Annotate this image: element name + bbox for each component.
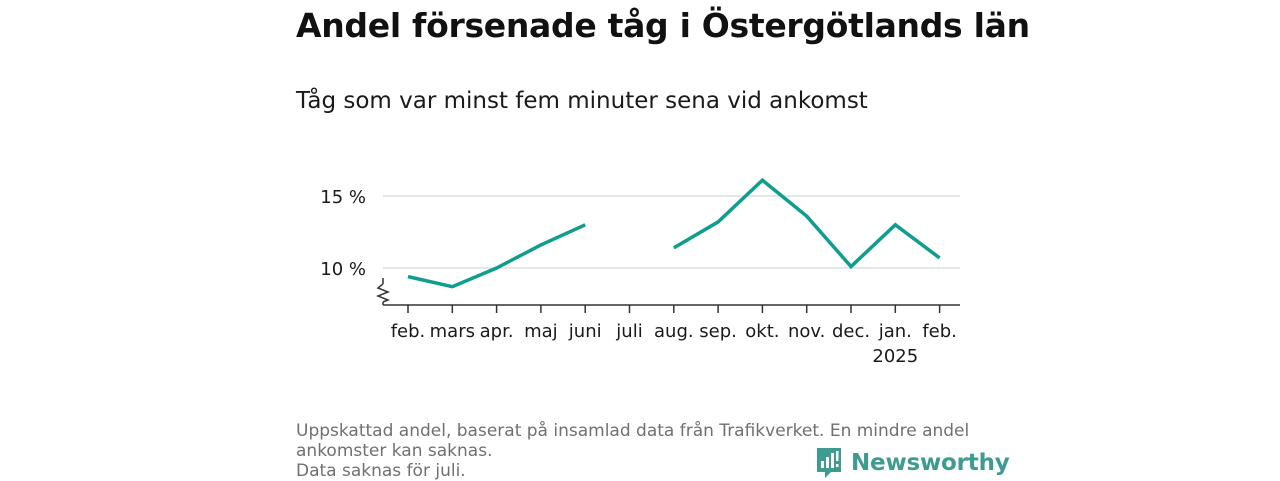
x-tick-label: maj — [524, 321, 558, 342]
y-tick-label: 10 % — [320, 259, 366, 280]
series-line-segment — [407, 223, 586, 289]
x-tick-label: mars — [430, 321, 475, 342]
x-tick-label: dec. — [832, 321, 870, 342]
series-line-segment — [672, 177, 941, 270]
brand-logo: Newsworthy — [815, 446, 1010, 480]
x-axis: feb. mars apr. maj juni juli aug. sep. okt. nov. d… — [383, 304, 960, 367]
gridlines — [383, 195, 960, 269]
y-axis-break-icon — [375, 283, 391, 303]
footnote-line: Data saknas för juli. — [296, 461, 466, 481]
x-tick-label: feb. — [922, 321, 957, 342]
x-tick-label: juni — [568, 321, 602, 342]
newsworthy-logo-icon — [817, 448, 841, 478]
x-tick-label: juli — [615, 321, 642, 342]
footnote-line: Uppskattad andel, baserat på insamlad da… — [296, 421, 970, 441]
brand-name: Newsworthy — [851, 450, 1010, 476]
x-tick-label: feb. — [391, 321, 426, 342]
series-lines — [407, 177, 941, 289]
y-axis: 10 % 15 % — [320, 187, 391, 305]
x-tick-label: sep. — [699, 321, 737, 342]
y-tick-label: 15 % — [320, 187, 366, 208]
chart-title: Andel försenade tåg i Östergötlands län — [296, 6, 1030, 45]
x-tick-label: apr. — [480, 321, 514, 342]
line-chart: 10 %15 % feb. mars apr. maj juni juli aug. sep.… — [320, 177, 960, 367]
x-tick-label: okt. — [745, 321, 779, 342]
chart-subtitle: Tåg som var minst fem minuter sena vid a… — [296, 88, 868, 114]
footnote: Uppskattad andel, baserat på insamlad da… — [296, 421, 996, 481]
x-tick-label: aug. — [654, 321, 694, 342]
x-year-label: 2025 — [872, 346, 918, 367]
x-tick-label: jan. — [878, 321, 912, 342]
footnote-line: ankomster kan saknas. — [296, 441, 493, 461]
x-tick-label: nov. — [788, 321, 825, 342]
